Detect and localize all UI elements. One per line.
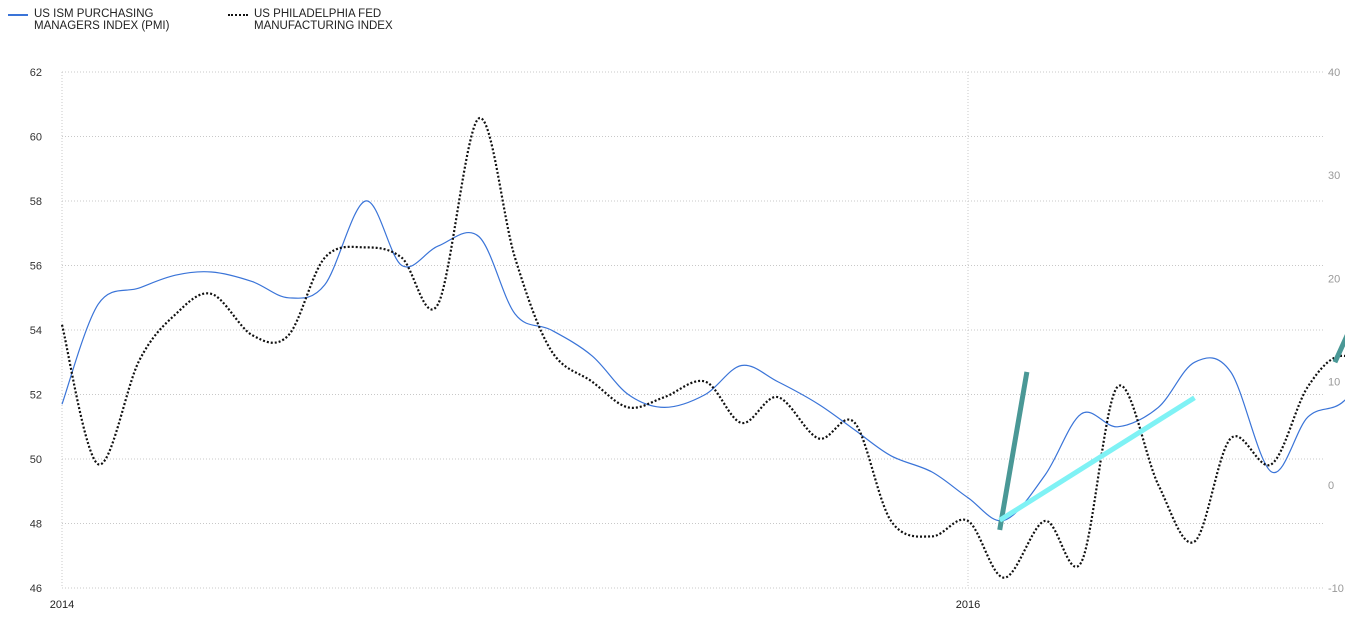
y-tick-label-right: 40 [1328,67,1340,79]
trendline-dark [997,371,1030,531]
y-tick-label-left: 48 [30,519,42,531]
legend-label-pmi: US ISM PURCHASING MANAGERS INDEX (PMI) [34,8,170,32]
legend-item-pmi[interactable]: US ISM PURCHASING MANAGERS INDEX (PMI) [8,8,214,32]
legend-swatch-philly [228,14,248,16]
series-line-philly [60,117,1345,579]
legend-label-philly: US PHILADELPHIA FED MANUFACTURING INDEX [254,8,393,32]
x-tick-label: 2014 [50,599,74,611]
legend-item-philly[interactable]: US PHILADELPHIA FED MANUFACTURING INDEX [228,8,484,32]
y-tick-label-left: 46 [30,583,42,595]
y-tick-label-left: 50 [30,454,42,466]
y-tick-label-right: 20 [1328,273,1340,285]
y-tick-label-left: 54 [30,325,42,337]
trendline-light [998,395,1196,523]
legend: US ISM PURCHASING MANAGERS INDEX (PMI) U… [8,8,484,32]
y-tick-label-right: 10 [1328,377,1340,389]
y-tick-label-right: 30 [1328,170,1340,182]
y-tick-label-left: 58 [30,196,42,208]
series-line-pmi [61,200,1345,522]
y-tick-label-right: 0 [1328,480,1334,492]
x-tick-label: 2016 [956,599,980,611]
legend-swatch-pmi [8,14,28,16]
y-tick-label-left: 52 [30,390,42,402]
trendline-dark [1332,333,1345,364]
y-tick-label-right: -10 [1328,583,1344,595]
y-tick-label-left: 62 [30,67,42,79]
y-tick-label-left: 56 [30,261,42,273]
y-tick-label-left: 60 [30,132,42,144]
